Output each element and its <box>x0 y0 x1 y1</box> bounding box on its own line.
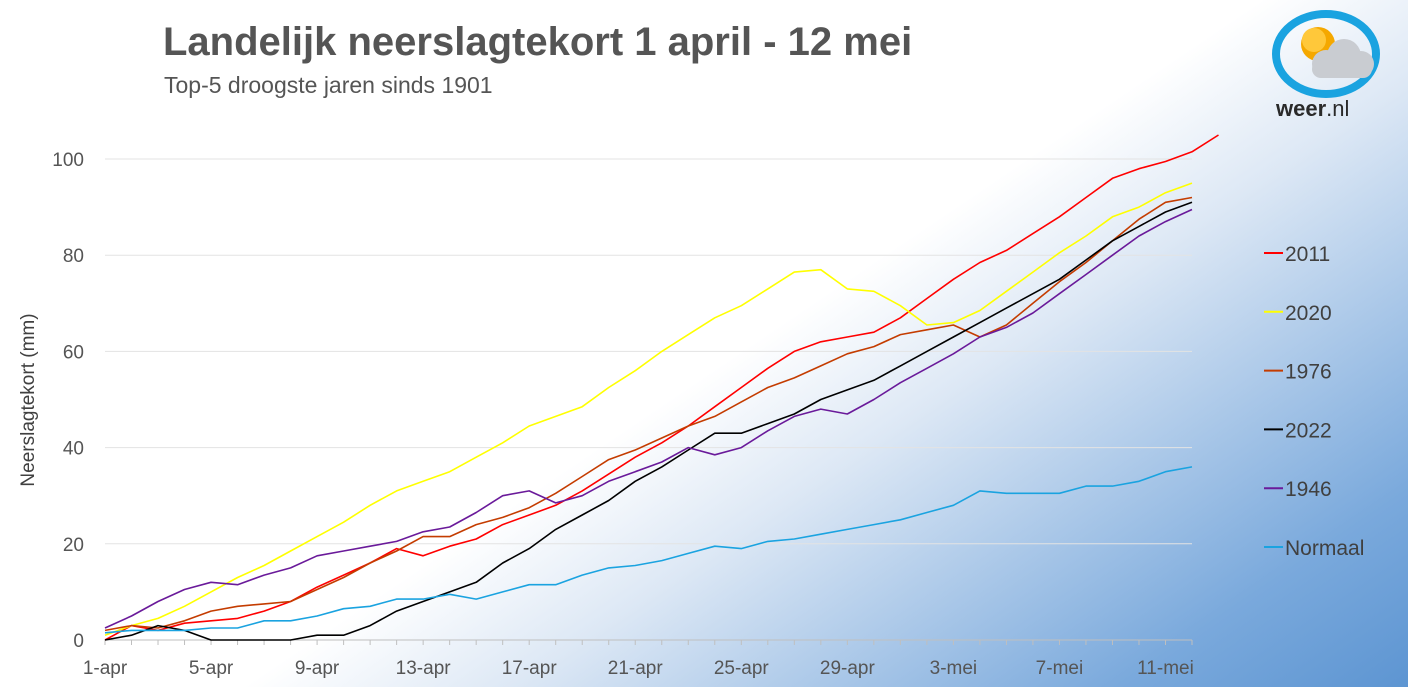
series-line-2011 <box>104 134 1219 641</box>
x-tick-label: 7-mei <box>1036 658 1084 679</box>
y-tick-label: 100 <box>52 150 84 171</box>
x-tick-label: 5-apr <box>189 658 234 679</box>
series-lines <box>104 134 1219 641</box>
legend-label: 1946 <box>1285 478 1332 501</box>
y-tick-label: 80 <box>63 246 84 267</box>
series-line-2022 <box>104 201 1193 641</box>
y-tick-label: 60 <box>63 342 84 363</box>
x-tick-label: 17-apr <box>502 658 558 679</box>
brand-name: weer.nl <box>1276 96 1350 121</box>
legend-label: Normaal <box>1285 537 1364 560</box>
x-axis-ticks: 1-apr 5-apr 9-apr 13-apr 17-apr 21-apr 25-apr 2… <box>83 640 1194 679</box>
legend-label: 1976 <box>1285 361 1332 384</box>
x-tick-label: 9-apr <box>295 658 340 679</box>
chart-title: Landelijk neerslagtekort 1 april - 12 me… <box>163 20 913 64</box>
series-line-1946 <box>104 208 1193 629</box>
series-line-2020 <box>104 182 1193 636</box>
legend: 2011 2020 1976 2022 1946 Normaal <box>1264 243 1364 560</box>
gridlines <box>105 158 1192 641</box>
y-tick-label: 20 <box>63 535 84 556</box>
x-tick-label: 21-apr <box>608 658 664 679</box>
series-line-normaal <box>104 466 1193 634</box>
legend-label: 2011 <box>1285 243 1330 266</box>
y-tick-label: 40 <box>63 439 84 460</box>
y-axis-ticks: 0 20 40 60 80 100 <box>52 150 84 652</box>
x-tick-label: 25-apr <box>714 658 770 679</box>
sun-cloud-icon <box>1272 10 1380 98</box>
y-tick-label: 0 <box>73 631 84 652</box>
legend-label: 2022 <box>1285 419 1332 442</box>
x-tick-label: 11-mei <box>1137 658 1194 679</box>
y-axis-label: Neerslagtekort (mm) <box>18 313 39 486</box>
legend-label: 2020 <box>1285 302 1332 325</box>
x-tick-label: 13-apr <box>396 658 452 679</box>
series-line-1976 <box>104 196 1193 632</box>
x-tick-label: 29-apr <box>820 658 876 679</box>
x-tick-label: 1-apr <box>83 658 128 679</box>
chart-subtitle: Top-5 droogste jaren sinds 1901 <box>164 72 493 98</box>
weather-logo <box>1266 8 1384 126</box>
x-tick-label: 3-mei <box>930 658 978 679</box>
